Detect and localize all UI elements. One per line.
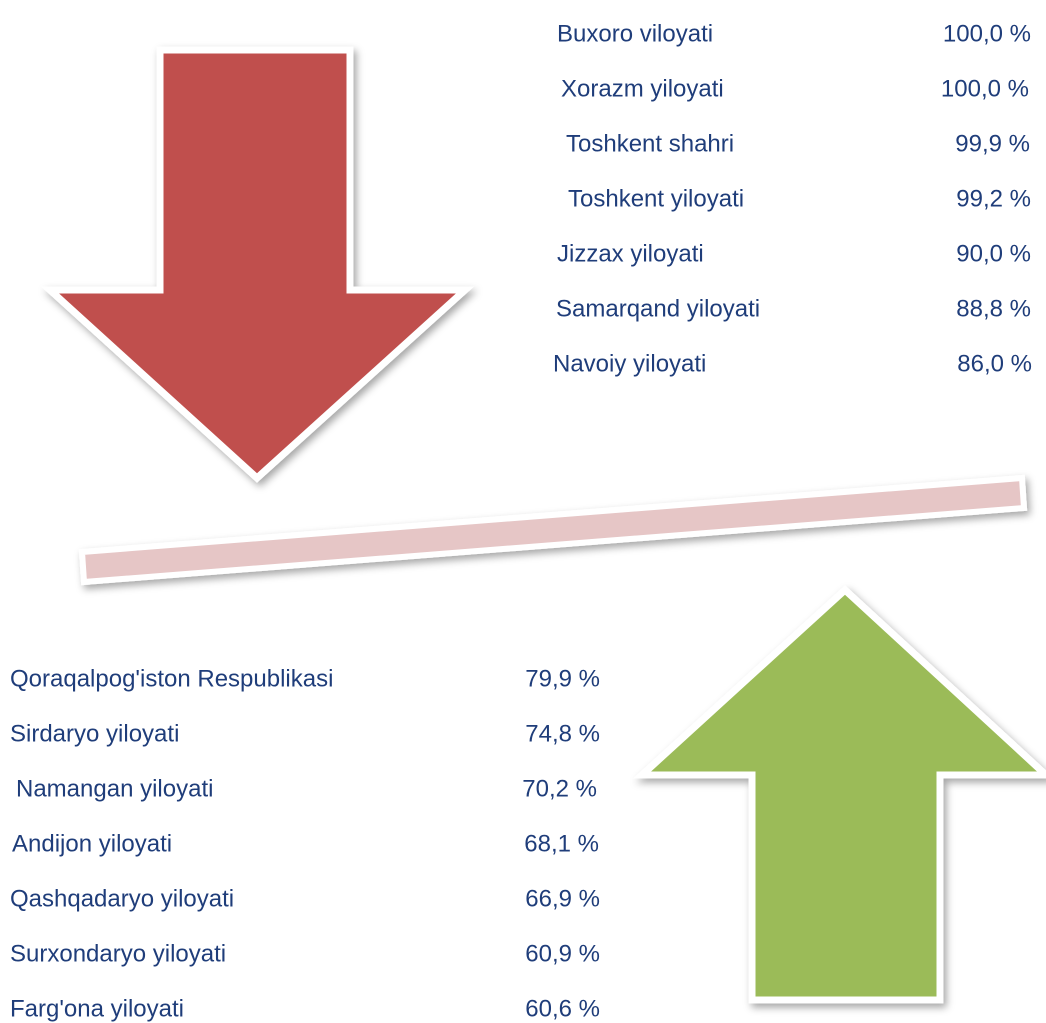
region-value: 99,2 % <box>956 185 1031 212</box>
region-value: 90,0 % <box>956 240 1031 267</box>
region-name: Namangan yiloyati <box>16 775 213 802</box>
region-value: 66,9 % <box>525 885 600 912</box>
region-name: Andijon yiloyati <box>12 830 172 857</box>
region-name: Toshkent yiloyati <box>568 185 744 212</box>
lists: Buxoro viloyati 100,0 % Xorazm yiloyati 100… <box>10 20 1032 1022</box>
region-name: Buxoro viloyati <box>557 20 713 47</box>
region-value: 86,0 % <box>957 350 1032 377</box>
region-value: 99,9 % <box>955 130 1030 157</box>
region-value: 88,8 % <box>956 295 1031 322</box>
up-arrow <box>632 585 1046 1004</box>
region-value: 100,0 % <box>941 75 1029 102</box>
region-value: 74,8 % <box>525 720 600 747</box>
region-name: Toshkent shahri <box>566 130 734 157</box>
region-name: Sirdaryo yiloyati <box>10 720 179 747</box>
region-name: Navoiy yiloyati <box>553 350 706 377</box>
region-name: Xorazm yiloyati <box>561 75 724 102</box>
down-arrow <box>40 46 475 483</box>
region-value: 79,9 % <box>525 665 600 692</box>
region-name: Jizzax yiloyati <box>557 240 704 267</box>
region-name: Qoraqalpog'iston Respublikasi <box>10 665 333 692</box>
region-value: 70,2 % <box>522 775 597 802</box>
region-value: 60,9 % <box>525 940 600 967</box>
region-name: Samarqand yiloyati <box>556 295 760 322</box>
region-value: 68,1 % <box>524 830 599 857</box>
region-value: 60,6 % <box>525 995 600 1022</box>
region-name: Qashqadaryo yiloyati <box>10 885 234 912</box>
region-name: Surxondaryo yiloyati <box>10 940 226 967</box>
region-name: Farg'ona yiloyati <box>10 995 184 1022</box>
divider-bar <box>78 474 1028 586</box>
region-value: 100,0 % <box>943 20 1031 47</box>
